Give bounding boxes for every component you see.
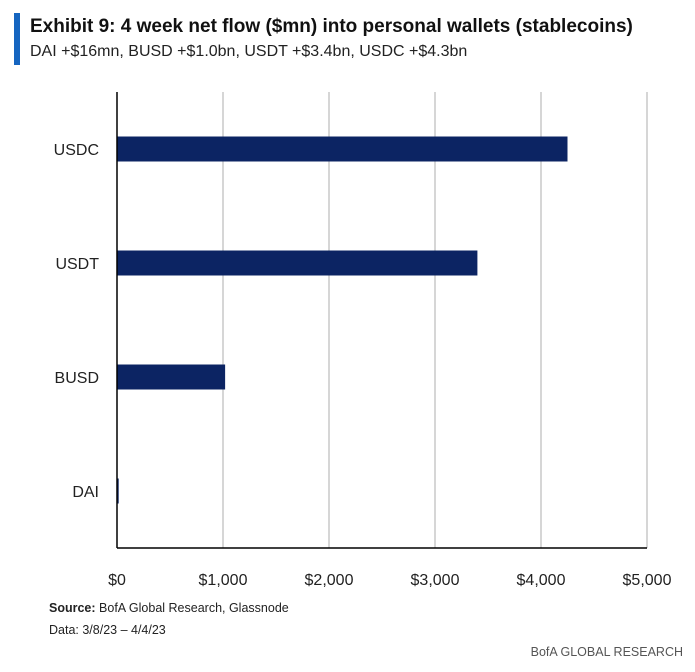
chart-subtitle: DAI +$16mn, BUSD +$1.0bn, USDT +$3.4bn, … (30, 43, 468, 60)
source-note: Source: BofA Global Research, Glassnode (49, 601, 289, 615)
data-range-note: Data: 3/8/23 – 4/4/23 (49, 623, 166, 637)
x-tick-label: $4,000 (517, 572, 566, 589)
x-tick-label: $3,000 (411, 572, 460, 589)
category-label: DAI (72, 484, 99, 501)
x-tick-label: $5,000 (623, 572, 672, 589)
category-label: USDC (54, 142, 99, 159)
bar (117, 478, 119, 504)
bar (117, 136, 568, 162)
bar-chart: USDC USDT BUSD DAI $0 $1,000 $2,000 $3,000 $4,00… (54, 92, 672, 589)
chart-title: Exhibit 9: 4 week net flow ($mn) into pe… (30, 16, 633, 37)
brand-footer: BofA GLOBAL RESEARCH (530, 645, 683, 659)
source-label: Source: (49, 601, 96, 615)
x-tick-label: $1,000 (199, 572, 248, 589)
category-label: USDT (55, 256, 99, 273)
bar (117, 250, 478, 276)
x-tick-label: $0 (108, 572, 126, 589)
x-tick-label: $2,000 (305, 572, 354, 589)
bar (117, 364, 226, 390)
source-text: BofA Global Research, Glassnode (99, 601, 289, 615)
category-label: BUSD (55, 370, 99, 387)
title-accent-bar (14, 13, 20, 65)
